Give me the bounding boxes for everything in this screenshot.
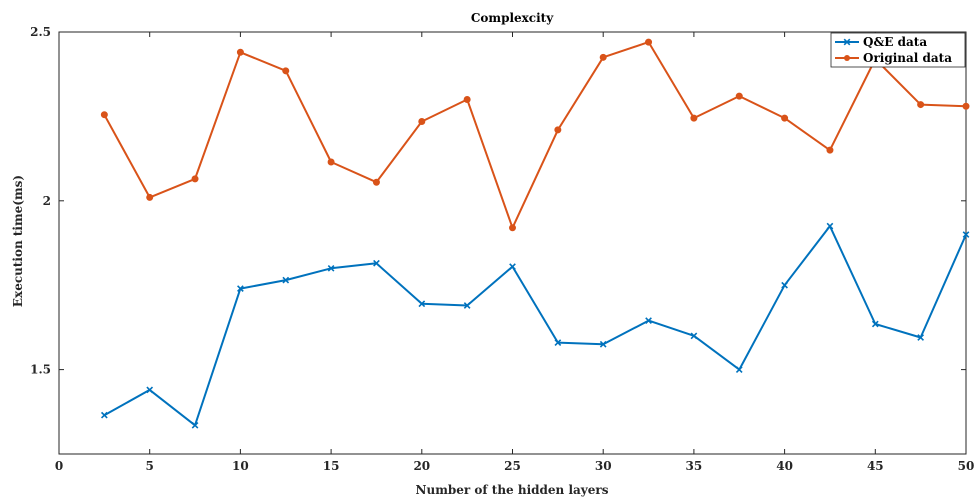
data-point bbox=[373, 259, 380, 267]
data-point bbox=[645, 317, 652, 325]
data-point bbox=[962, 102, 970, 110]
x-tick-label: 15 bbox=[323, 459, 340, 473]
data-point bbox=[100, 111, 108, 119]
data-point bbox=[781, 281, 788, 289]
data-point bbox=[554, 339, 562, 346]
x-axis-label: Number of the hidden layers bbox=[416, 483, 609, 497]
data-point bbox=[282, 67, 290, 75]
x-tick-label: 35 bbox=[686, 459, 703, 473]
data-point bbox=[826, 146, 834, 154]
data-point bbox=[236, 48, 244, 56]
data-point bbox=[599, 340, 607, 348]
legend-marker bbox=[843, 38, 851, 46]
legend bbox=[830, 32, 966, 68]
data-point bbox=[554, 126, 562, 134]
data-point bbox=[327, 264, 335, 272]
data-point bbox=[735, 366, 743, 373]
data-point bbox=[463, 96, 471, 104]
data-point bbox=[509, 263, 516, 270]
x-tick-label: 25 bbox=[504, 459, 521, 473]
series-line-original-data bbox=[103, 41, 967, 229]
data-point bbox=[282, 276, 290, 284]
data-point bbox=[599, 53, 607, 61]
data-point bbox=[690, 332, 698, 340]
data-point bbox=[645, 38, 653, 46]
data-point bbox=[191, 175, 199, 183]
data-point bbox=[327, 158, 335, 166]
x-tick-label: 45 bbox=[867, 459, 884, 473]
y-tick-label: 1.5 bbox=[30, 363, 51, 377]
x-tick-label: 5 bbox=[146, 459, 154, 473]
chart-title: Complexcity bbox=[471, 11, 554, 25]
data-point bbox=[237, 285, 244, 292]
x-tick-label: 0 bbox=[55, 459, 63, 473]
y-tick-label: 2 bbox=[43, 194, 51, 208]
data-point bbox=[372, 178, 380, 186]
x-tick-label: 20 bbox=[413, 459, 430, 473]
data-point bbox=[418, 117, 426, 125]
series-line-qe-data bbox=[103, 225, 967, 427]
x-tick-label: 30 bbox=[595, 459, 612, 473]
legend-label: Original data bbox=[863, 51, 952, 65]
data-point bbox=[917, 334, 925, 341]
data-point bbox=[418, 300, 426, 308]
legend-label: Q&E data bbox=[863, 35, 927, 49]
x-tick-label: 40 bbox=[776, 459, 793, 473]
x-tick-label: 10 bbox=[232, 459, 249, 473]
y-axis-label: Execution time(ms) bbox=[11, 175, 25, 307]
data-point bbox=[826, 222, 834, 230]
data-point bbox=[509, 224, 516, 232]
data-point bbox=[690, 114, 698, 122]
plot-area bbox=[58, 31, 967, 455]
data-point bbox=[191, 421, 199, 429]
data-point bbox=[146, 386, 154, 394]
data-point bbox=[962, 231, 970, 238]
data-point bbox=[781, 114, 789, 122]
data-point bbox=[917, 101, 925, 109]
data-point bbox=[871, 320, 879, 328]
x-tick-label: 50 bbox=[958, 459, 975, 473]
data-point bbox=[100, 411, 108, 419]
legend-marker bbox=[844, 55, 850, 61]
y-tick-label: 2.5 bbox=[30, 25, 51, 39]
data-point bbox=[146, 193, 154, 201]
data-point bbox=[735, 92, 743, 100]
data-point bbox=[463, 302, 471, 309]
